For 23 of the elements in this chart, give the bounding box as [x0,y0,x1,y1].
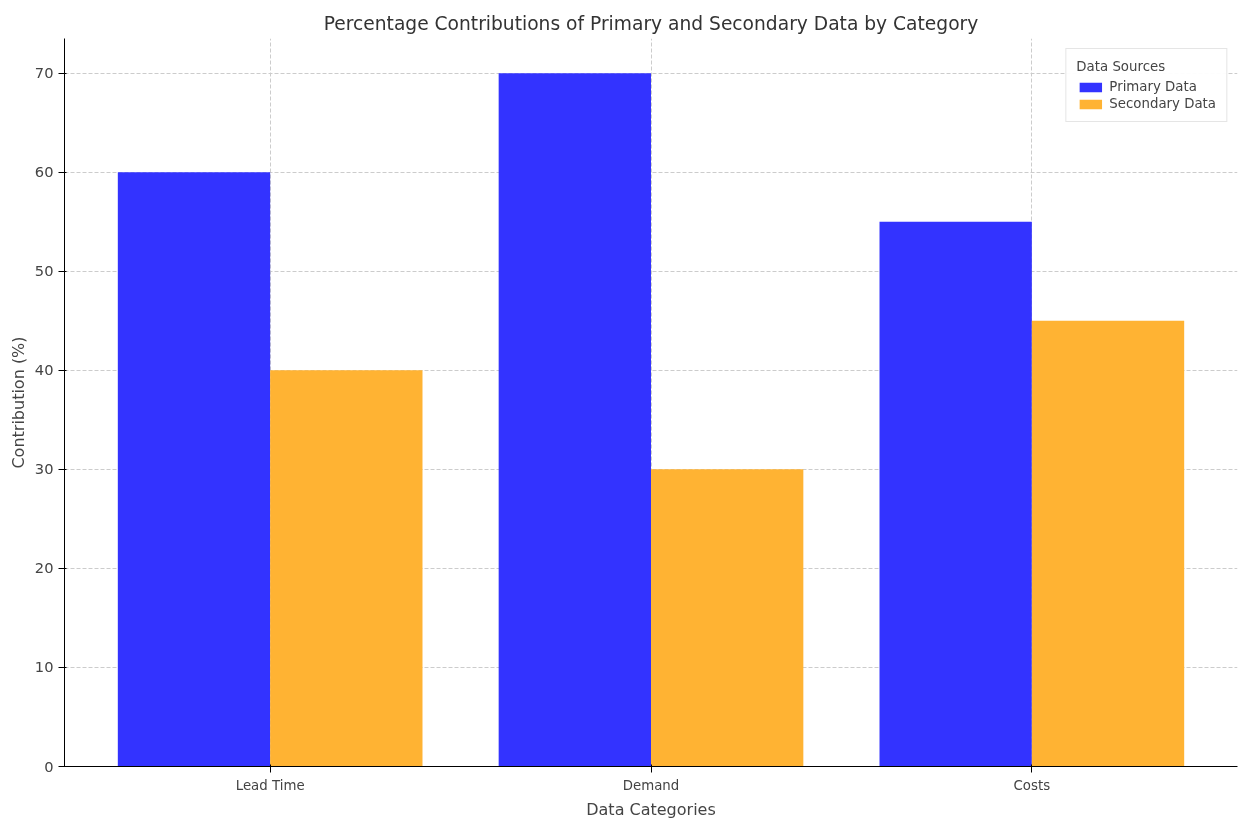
x-tick-label: Demand [622,777,680,793]
y-tick-label: 0 [44,757,54,775]
legend-label: Primary Data [1109,79,1197,94]
legend-label: Secondary Data [1109,96,1216,111]
x-tick-label: Lead Time [235,777,305,793]
y-tick-label: 20 [34,559,54,577]
legend-title: Data Sources [1076,59,1167,74]
y-axis-title: Contribution (%) [8,336,28,469]
x-tick-label: Costs [1013,777,1051,793]
y-tick-label: 50 [34,262,54,280]
bar [117,172,271,767]
bar [498,73,651,767]
bar [270,370,423,767]
y-tick-label: 30 [34,460,54,478]
y-tick-label: 10 [34,658,54,676]
y-tick-label: 70 [34,64,54,82]
y-tick-label: 60 [34,163,54,181]
chart-title: Percentage Contributions of Primary and Secondary Data by Category [323,12,979,34]
y-tick-label: 40 [34,361,54,379]
bar [879,221,1032,767]
bar [1031,320,1185,767]
x-axis-title: Data Categories [586,799,716,819]
bar [651,469,804,767]
